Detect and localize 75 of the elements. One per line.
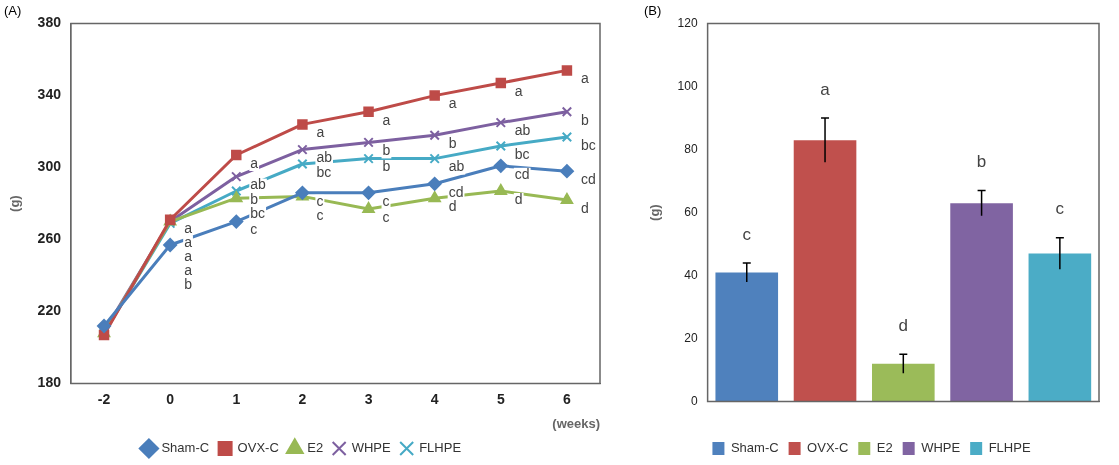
annotation: bc xyxy=(580,136,596,153)
y-tick-label: 20 xyxy=(684,330,698,345)
chart-title: (A) xyxy=(4,3,22,19)
y-tick-label: 180 xyxy=(37,374,62,391)
annotation: c xyxy=(1055,199,1065,219)
annotation: d xyxy=(514,190,523,207)
annotation: d xyxy=(580,199,589,216)
annotation: a xyxy=(184,247,193,264)
annotation: d xyxy=(898,316,909,336)
annotation: b xyxy=(976,152,987,172)
annotation: c xyxy=(316,206,324,223)
annotation: a xyxy=(820,79,831,99)
annotation: ab xyxy=(448,158,465,175)
x-tick-label: -2 xyxy=(97,390,111,407)
annotation: a xyxy=(184,233,193,250)
annotation: a xyxy=(316,124,325,141)
annotation: c xyxy=(382,208,390,225)
y-tick-label: 260 xyxy=(37,230,62,247)
x-tick-label: 1 xyxy=(232,390,241,407)
y-tick-label: 40 xyxy=(684,267,698,282)
x-tick-label: 6 xyxy=(563,390,572,407)
legend-label: WHPE xyxy=(351,440,391,456)
annotation: ab xyxy=(250,176,267,193)
annotation: ab xyxy=(514,122,531,139)
y-tick-label: 220 xyxy=(37,302,62,319)
annotation: a xyxy=(184,261,193,278)
annotation: bc xyxy=(250,204,266,221)
annotation: ab xyxy=(316,149,333,166)
x-tick-label: 5 xyxy=(496,390,505,407)
y-tick-label: 340 xyxy=(37,86,62,103)
y-tick-label: 80 xyxy=(684,141,698,156)
annotation: a xyxy=(250,154,259,171)
annotation: b xyxy=(184,275,193,292)
legend-label: OVX-C xyxy=(807,440,849,456)
annotation: bc xyxy=(316,163,332,180)
chart-title: (B) xyxy=(644,3,662,19)
annotation: c xyxy=(316,192,324,209)
annotation: d xyxy=(448,198,457,215)
x-axis-title: (weeks) xyxy=(552,415,600,431)
annotation: b xyxy=(250,190,259,207)
y-tick-label: 300 xyxy=(37,158,62,175)
annotation: cd xyxy=(514,165,530,182)
annotation: a xyxy=(448,95,457,112)
x-tick-label: 0 xyxy=(166,390,175,407)
x-tick-label: 2 xyxy=(298,390,307,407)
y-axis-title: (g) xyxy=(647,204,663,221)
legend-label: Sham-C xyxy=(161,440,210,456)
legend-label: FLHPE xyxy=(988,440,1031,456)
y-tick-label: 60 xyxy=(684,204,698,219)
annotation: b xyxy=(448,135,457,152)
annotation: a xyxy=(184,219,193,236)
annotation: b xyxy=(382,142,391,159)
annotation: a xyxy=(580,70,589,87)
annotation: cd xyxy=(580,171,596,188)
annotation: a xyxy=(514,82,523,99)
legend-label: WHPE xyxy=(921,440,961,456)
x-tick-label: 4 xyxy=(430,390,439,407)
legend-label: Sham-C xyxy=(730,440,779,456)
legend-label: OVX-C xyxy=(237,440,279,456)
annotation: cd xyxy=(448,183,464,200)
annotation: a xyxy=(382,111,391,128)
annotation: b xyxy=(580,111,589,128)
y-axis-title: (g) xyxy=(7,195,23,212)
x-tick-label: 3 xyxy=(364,390,373,407)
annotation: c xyxy=(742,224,752,244)
legend-label: FLHPE xyxy=(419,440,462,456)
y-tick-label: 120 xyxy=(677,15,698,30)
annotation: b xyxy=(382,158,391,175)
legend-label: E2 xyxy=(307,440,324,456)
annotation: bc xyxy=(514,145,530,162)
annotation: c xyxy=(382,192,390,209)
annotation: c xyxy=(250,221,258,238)
legend-label: E2 xyxy=(876,440,893,456)
y-tick-label: 380 xyxy=(37,14,62,31)
y-tick-label: 100 xyxy=(677,78,698,93)
